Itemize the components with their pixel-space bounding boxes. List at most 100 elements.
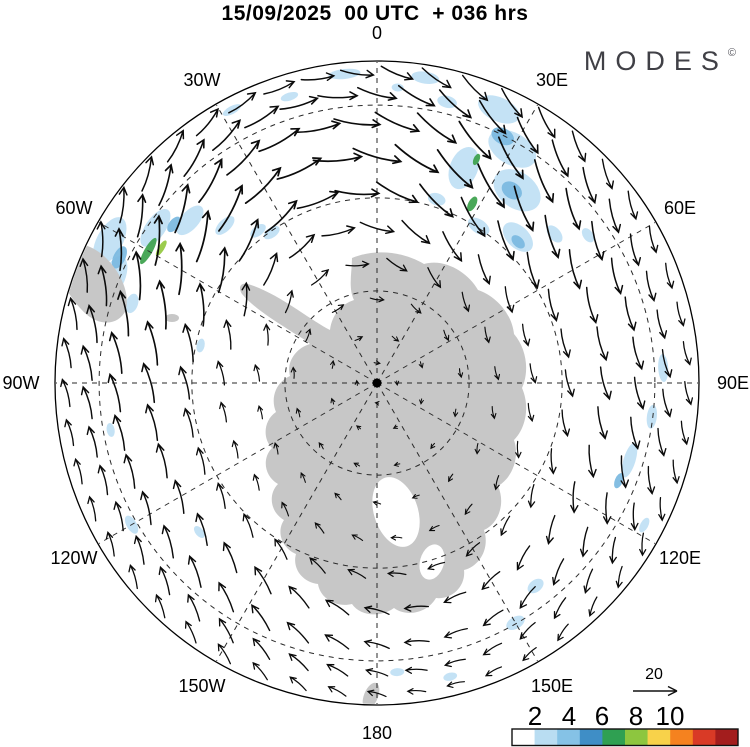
new-zealand-north xyxy=(362,682,380,704)
wind-arrow xyxy=(390,534,403,541)
wind-arrow xyxy=(403,638,430,646)
colorbar-segment xyxy=(647,729,671,746)
wind-arrow xyxy=(545,514,556,545)
wind-arrow xyxy=(112,413,126,451)
precip-patch xyxy=(427,192,446,206)
wind-arrow xyxy=(222,541,238,574)
wind-arrow xyxy=(312,152,364,163)
wind-arrow xyxy=(263,323,271,346)
wind-arrow xyxy=(494,366,501,381)
wind-arrow xyxy=(366,689,387,698)
precip-patch xyxy=(621,442,638,478)
wind-arrow xyxy=(615,565,623,589)
wind-arrow xyxy=(373,360,381,366)
precip-patch xyxy=(328,68,361,80)
wind-arrow xyxy=(284,289,294,314)
wind-arrow xyxy=(374,400,380,406)
wind-arrow xyxy=(273,441,280,455)
wind-arrow xyxy=(86,304,98,344)
reference-arrow: 20 xyxy=(633,666,678,697)
chart-title: 15/09/2025 00 UTC + 036 hrs xyxy=(221,2,529,25)
wind-arrow xyxy=(195,209,211,263)
wind-arrow xyxy=(501,87,524,119)
wind-arrow xyxy=(416,112,458,144)
wind-arrow xyxy=(140,490,152,526)
meridian-line-60W xyxy=(97,221,378,384)
wind-arrow xyxy=(290,366,297,379)
wind-arrow xyxy=(309,557,326,574)
wind-arrow xyxy=(458,120,492,160)
wind-arrow xyxy=(482,642,503,656)
wind-arrow xyxy=(178,365,191,400)
wind-arrow xyxy=(493,475,500,491)
latitude-circle xyxy=(98,104,656,662)
wind-arrow xyxy=(295,407,302,418)
wind-arrow xyxy=(406,688,427,695)
wind-arrow xyxy=(544,214,561,259)
wind-arrow xyxy=(526,251,540,290)
wind-arrow xyxy=(419,398,424,405)
wind-arrow xyxy=(318,442,324,450)
wind-arrow xyxy=(588,596,598,618)
wind-arrow xyxy=(314,522,325,534)
wind-arrow xyxy=(386,257,408,272)
wind-arrow xyxy=(132,250,142,301)
precip-patch xyxy=(390,668,405,677)
wind-arrow xyxy=(87,495,97,522)
wind-arrow xyxy=(570,481,579,514)
wind-arrow xyxy=(331,304,345,313)
precip-patch xyxy=(167,216,181,233)
wind-arrow xyxy=(96,220,106,258)
wind-arrow xyxy=(481,571,501,591)
wind-arrow xyxy=(363,605,390,615)
wind-arrow xyxy=(661,349,673,379)
wind-arrow xyxy=(253,363,261,382)
wind-arrow xyxy=(327,686,347,697)
wind-arrow xyxy=(490,406,497,420)
reference-arrow-label: 20 xyxy=(645,666,663,683)
wind-arrow xyxy=(442,231,463,263)
wind-arrow xyxy=(519,586,536,610)
wind-arrow xyxy=(258,127,301,153)
wind-arrow xyxy=(620,455,630,489)
wind-arrow xyxy=(321,225,356,237)
precip-patch xyxy=(646,404,658,429)
wind-arrow xyxy=(438,89,473,119)
wind-arrow xyxy=(113,500,124,532)
wind-arrow xyxy=(516,545,531,571)
wind-arrow xyxy=(114,227,124,272)
wind-arrow xyxy=(218,617,234,644)
lon-label-30W: 30W xyxy=(183,70,220,90)
wind-arrow xyxy=(274,538,288,560)
wind-arrow xyxy=(182,322,194,363)
colorbar-tick-4: 4 xyxy=(562,701,576,731)
wind-arrow xyxy=(183,138,205,177)
wind-arrow xyxy=(251,603,271,632)
wind-arrow xyxy=(175,241,185,296)
wind-arrow xyxy=(238,218,260,262)
precip-patch xyxy=(411,71,440,85)
precip-patch xyxy=(448,146,480,190)
wind-arrow xyxy=(522,647,537,662)
wind-arrow xyxy=(218,184,244,232)
wind-arrow xyxy=(108,331,123,374)
wind-arrow xyxy=(352,147,403,165)
wind-arrow xyxy=(289,676,307,692)
wind-vector-layer xyxy=(60,65,694,698)
wind-arrow xyxy=(597,406,608,440)
wind-arrow xyxy=(380,65,415,81)
wind-arrow xyxy=(630,416,641,450)
wind-arrow xyxy=(428,524,440,532)
wind-arrow xyxy=(533,159,555,204)
wind-arrow xyxy=(107,372,122,413)
wind-arrow xyxy=(394,380,400,387)
island-south-georgia xyxy=(165,314,179,322)
wind-arrow xyxy=(421,67,452,89)
wind-arrow xyxy=(443,591,467,604)
wind-arrow xyxy=(252,661,268,681)
wind-arrow xyxy=(294,120,342,134)
wind-arrow xyxy=(474,442,481,455)
wind-arrow xyxy=(564,369,575,398)
wind-arrow xyxy=(355,425,362,431)
